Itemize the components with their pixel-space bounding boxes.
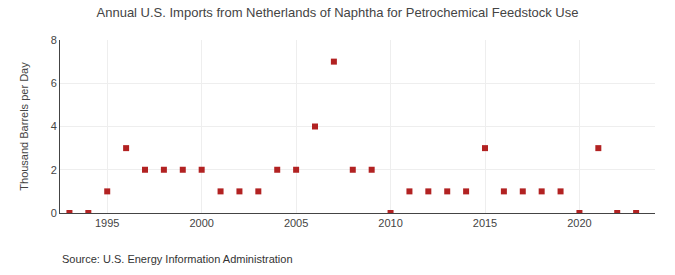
- svg-text:8: 8: [51, 34, 57, 46]
- svg-text:1995: 1995: [95, 217, 119, 229]
- svg-text:4: 4: [51, 120, 57, 132]
- svg-text:Source: U.S. Energy Informatio: Source: U.S. Energy Information Administ…: [62, 253, 293, 265]
- svg-text:2020: 2020: [567, 217, 591, 229]
- svg-text:2005: 2005: [284, 217, 308, 229]
- svg-text:2010: 2010: [378, 217, 402, 229]
- svg-text:Annual U.S. Imports from Nethe: Annual U.S. Imports from Netherlands of …: [97, 5, 579, 20]
- svg-text:Thousand Barrels per Day: Thousand Barrels per Day: [18, 62, 30, 191]
- svg-text:2: 2: [51, 164, 57, 176]
- svg-text:0: 0: [51, 207, 57, 219]
- svg-text:2015: 2015: [473, 217, 497, 229]
- svg-text:6: 6: [51, 77, 57, 89]
- svg-text:2000: 2000: [189, 217, 213, 229]
